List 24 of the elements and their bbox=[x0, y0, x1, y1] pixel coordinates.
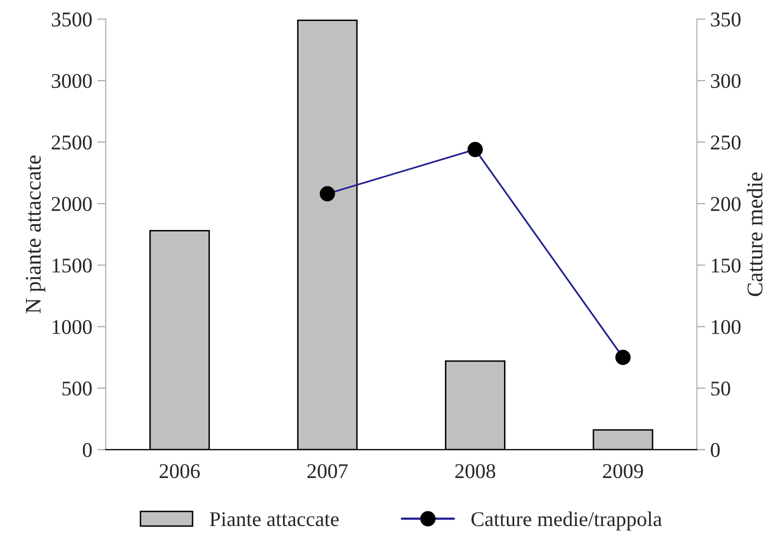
y-tick-label: 3000 bbox=[52, 74, 92, 88]
y2-tick-label: 350 bbox=[711, 12, 741, 27]
y2-tick-label: 50 bbox=[711, 381, 730, 396]
y2-axis-title: Catture medie bbox=[746, 172, 763, 296]
x-tick-label: 2006 bbox=[160, 464, 200, 478]
y-tick-label: 0 bbox=[82, 443, 92, 458]
y-tick-label: 500 bbox=[62, 381, 92, 396]
x-tick-label: 2007 bbox=[307, 464, 348, 478]
y2-tick-label: 100 bbox=[712, 320, 741, 334]
y2-tick-label: 150 bbox=[712, 258, 741, 273]
y-tick-label: 1000 bbox=[52, 320, 92, 334]
legend-label: Piante attaccate bbox=[210, 512, 339, 526]
y2-tick-label: 0 bbox=[710, 443, 720, 458]
y2-tick-label: 300 bbox=[711, 74, 741, 88]
y-tick-label: 3500 bbox=[52, 12, 92, 27]
y-tick-label: 2000 bbox=[52, 196, 92, 212]
legend-label: Catture medie/trappola bbox=[471, 512, 662, 530]
y-axis-title: N piante attaccate bbox=[26, 156, 46, 314]
y2-tick-label: 200 bbox=[710, 196, 741, 212]
y2-tick-label: 250 bbox=[710, 135, 741, 150]
x-tick-label: 2008 bbox=[455, 464, 496, 478]
x-tick-label: 2009 bbox=[603, 464, 643, 478]
y-tick-label: 1500 bbox=[52, 258, 92, 273]
y-tick-label: 2500 bbox=[52, 135, 92, 150]
